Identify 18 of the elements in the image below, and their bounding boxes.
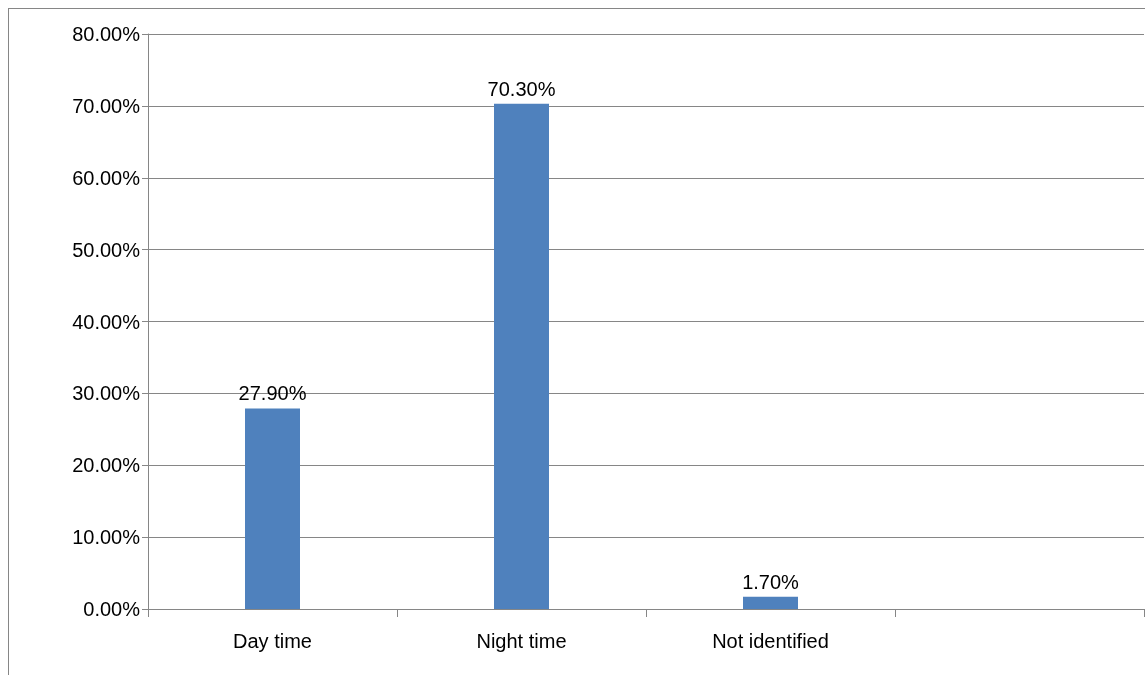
y-tick-label: 80.00% [72, 23, 141, 45]
data-label: 70.30% [487, 77, 556, 100]
y-tick-label: 70.00% [72, 94, 141, 117]
data-label: 27.90% [238, 382, 307, 405]
y-tick-label: 20.00% [72, 454, 141, 477]
y-tick-label: 50.00% [72, 238, 141, 261]
y-tick-label: 60.00% [72, 166, 141, 189]
y-tick-label: 30.00% [72, 382, 141, 405]
x-tick-label: Night time [476, 630, 567, 652]
bar [743, 596, 798, 609]
x-tick-label: Day time [233, 630, 312, 652]
data-label: 1.70% [742, 570, 800, 593]
y-tick-label: 10.00% [72, 526, 141, 549]
y-tick-label: 0.00% [83, 598, 141, 620]
y-tick-label: 40.00% [72, 310, 141, 333]
bar [494, 103, 549, 609]
bar [245, 408, 300, 609]
x-tick-label: Not identified [712, 630, 829, 652]
